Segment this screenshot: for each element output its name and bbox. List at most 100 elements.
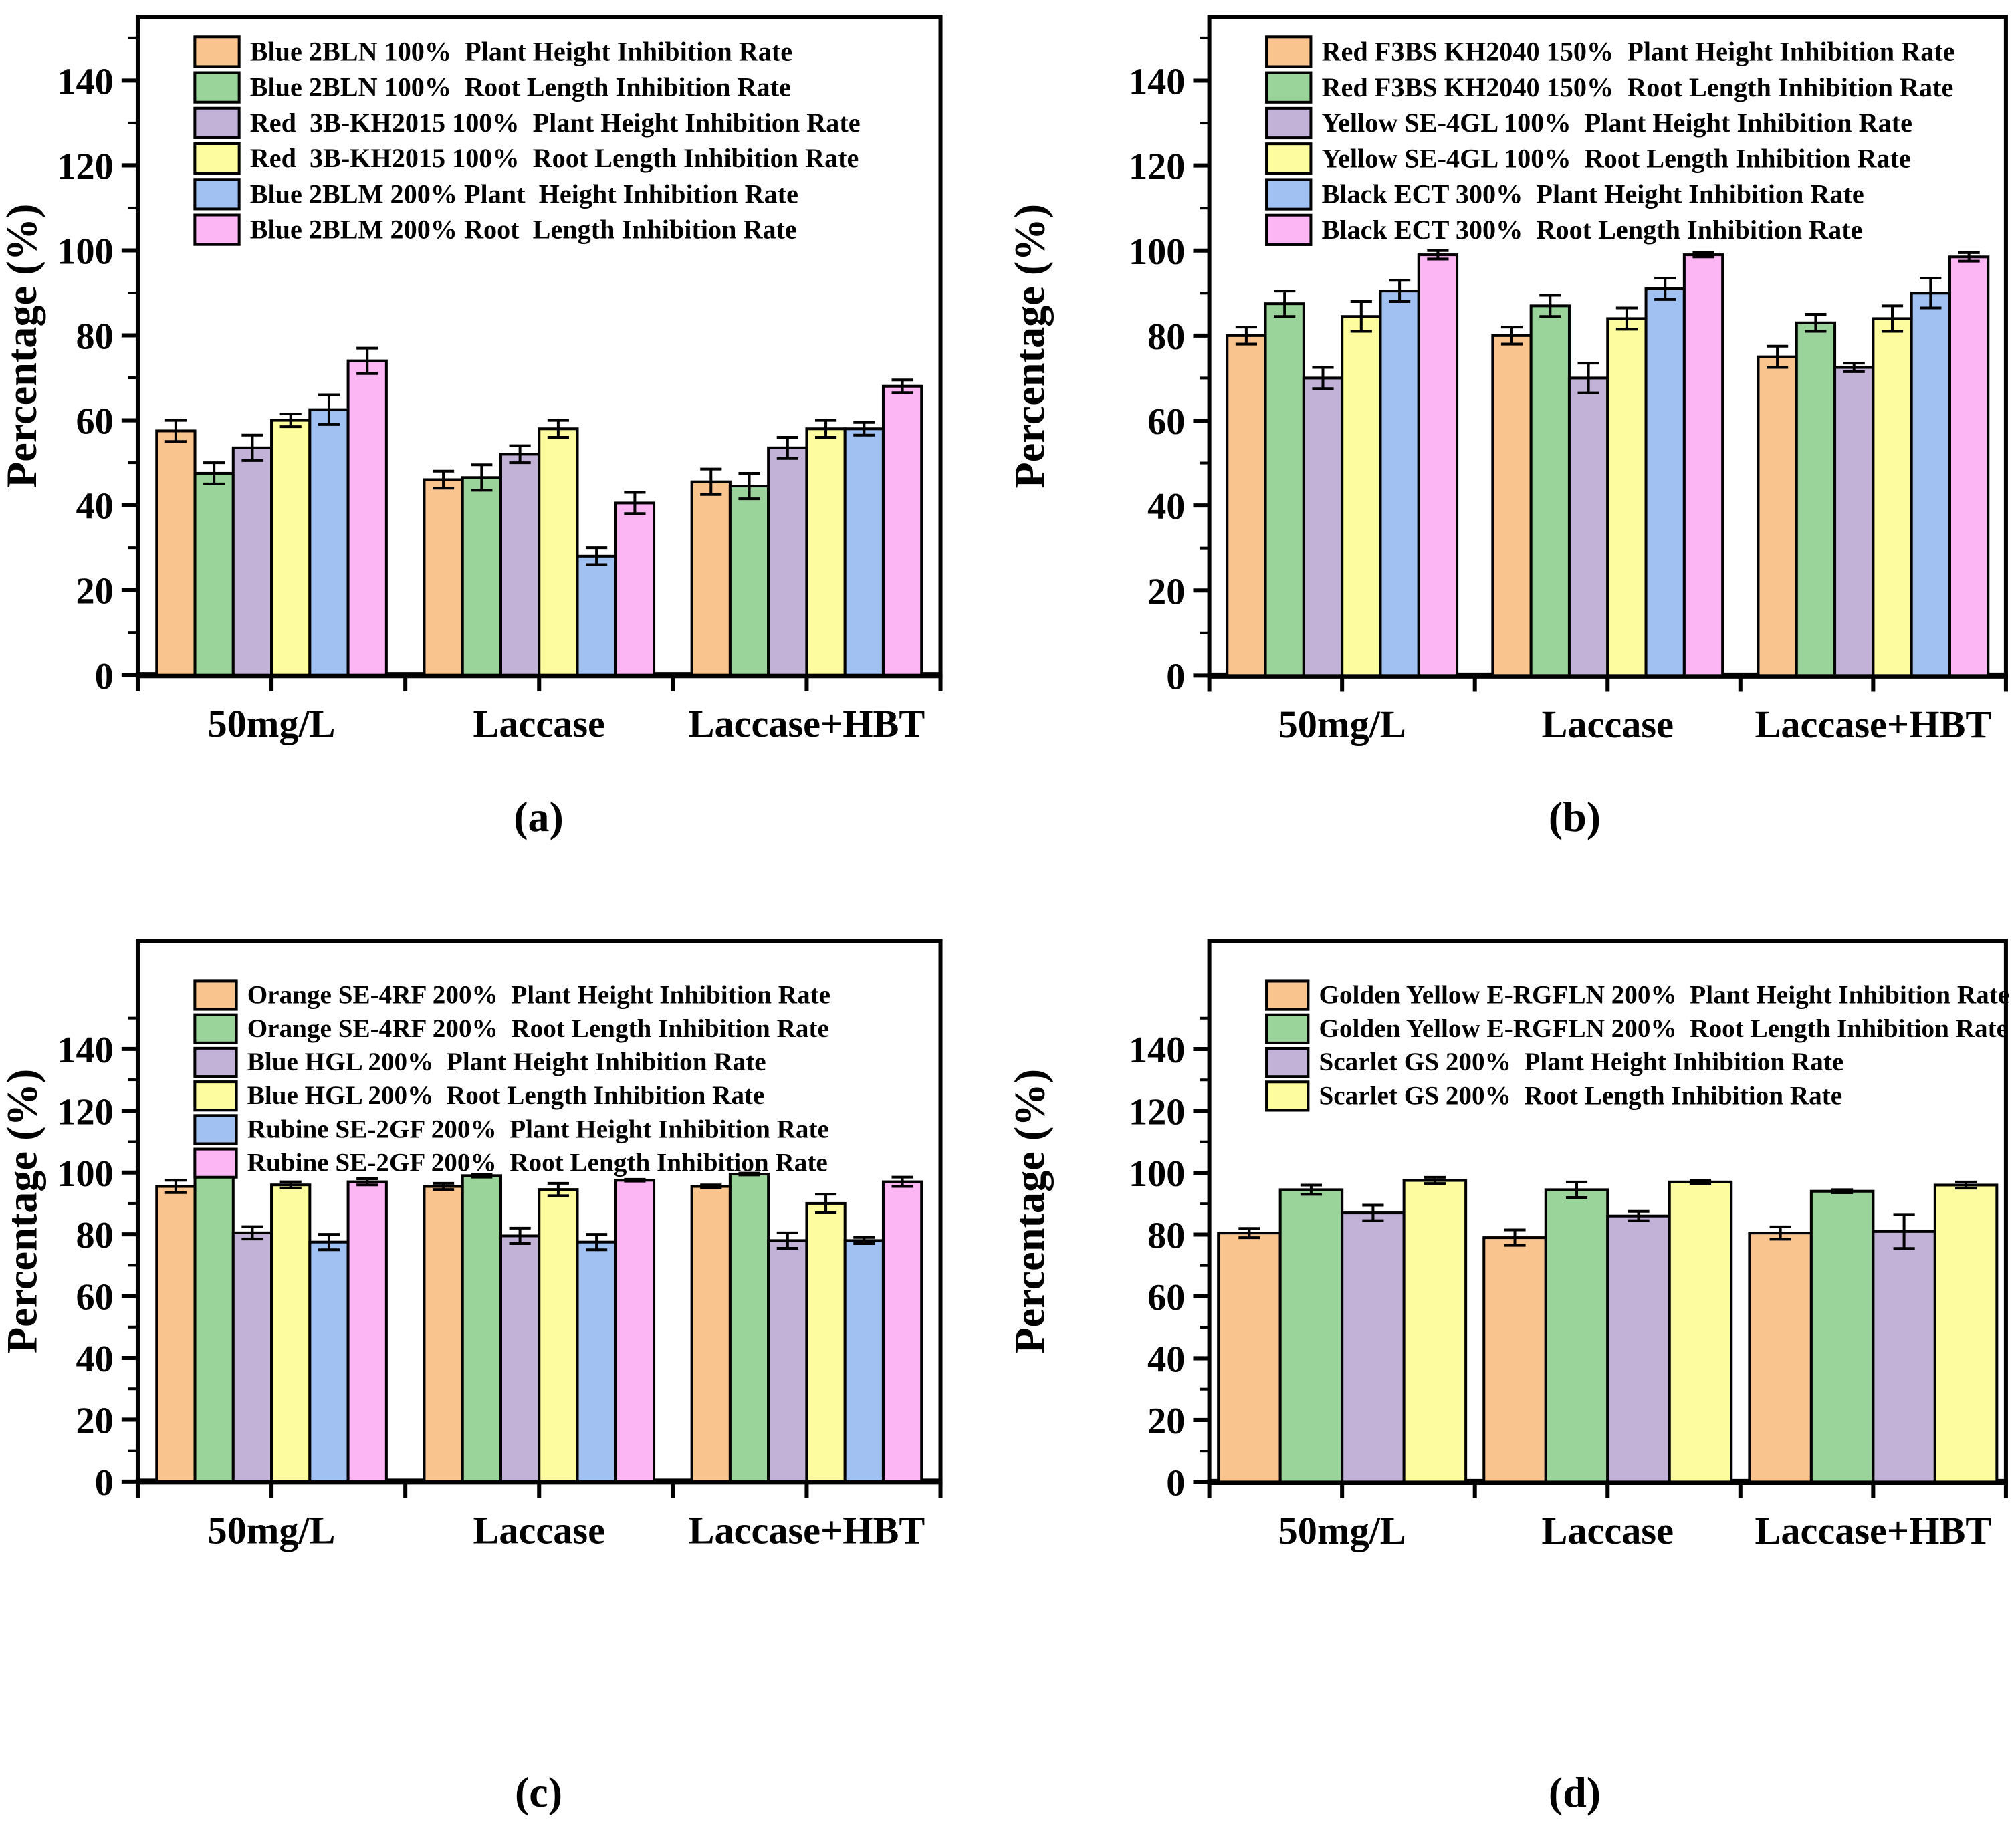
y-tick-label: 120 bbox=[1129, 146, 1185, 188]
bar bbox=[1872, 317, 1913, 677]
panel-a-chart: 0 20 40 60 80 100 120 140 50mg/L Laccase Laccase+H… bbox=[0, 15, 943, 745]
legend-swatch bbox=[1265, 35, 1313, 68]
y-tick-label: 120 bbox=[1129, 1092, 1185, 1133]
x-category-label: 50mg/L bbox=[208, 1508, 336, 1552]
legend-label: Yellow SE-4GL 100% Root Length Inhibitio… bbox=[1321, 143, 1910, 173]
bar bbox=[1482, 1236, 1547, 1484]
y-tick-label: 60 bbox=[76, 401, 114, 443]
legend-swatch bbox=[193, 213, 241, 246]
bar bbox=[614, 1179, 656, 1483]
legend-swatch bbox=[193, 142, 241, 175]
x-category-label: Laccase+HBT bbox=[1755, 1509, 1991, 1552]
x-category-label: 50mg/L bbox=[208, 702, 336, 745]
x-category-label: Laccase bbox=[1542, 703, 1674, 746]
legend-swatch bbox=[193, 1080, 238, 1112]
y-tick-label: 140 bbox=[57, 61, 113, 102]
panel-a: 0 20 40 60 80 100 120 140 50mg/L Laccase Laccase+H… bbox=[0, 0, 1008, 924]
bar bbox=[423, 1185, 464, 1483]
bar bbox=[231, 446, 273, 677]
legend-label: Blue HGL 200% Plant Height Inhibition Ra… bbox=[247, 1048, 766, 1076]
bar bbox=[1302, 376, 1344, 677]
bar bbox=[538, 427, 579, 677]
y-tick-label: 20 bbox=[1147, 1401, 1185, 1442]
y-tick-label: 20 bbox=[1147, 571, 1185, 612]
bar bbox=[576, 1240, 617, 1483]
bar bbox=[1544, 1188, 1609, 1484]
y-axis-title: Percentage (%) bbox=[1008, 1069, 1053, 1354]
y-tick-label: 80 bbox=[76, 316, 114, 358]
legend-swatch bbox=[193, 1013, 238, 1044]
bar bbox=[1567, 376, 1609, 677]
bar bbox=[1606, 317, 1648, 677]
legend-label: Black ECT 300% Root Length Inhibition Ra… bbox=[1321, 215, 1862, 245]
legend-label: Orange SE-4RF 200% Plant Height Inhibiti… bbox=[247, 981, 830, 1010]
bar bbox=[231, 1231, 273, 1483]
y-tick-label: 140 bbox=[1129, 62, 1185, 103]
y-tick-label: 20 bbox=[76, 1401, 114, 1442]
legend-swatch bbox=[193, 1147, 238, 1179]
legend-swatch bbox=[1265, 71, 1313, 104]
bar bbox=[1278, 1188, 1344, 1484]
y-tick-label: 100 bbox=[1129, 231, 1185, 273]
bar bbox=[1606, 1214, 1671, 1484]
bar bbox=[843, 427, 885, 677]
legend-swatch bbox=[1265, 1013, 1310, 1044]
legend-swatch bbox=[1265, 979, 1310, 1011]
legend-label: Golden Yellow E-RGFLN 200% Plant Height … bbox=[1319, 981, 2009, 1010]
bar bbox=[843, 1239, 885, 1483]
x-category-label: Laccase+HBT bbox=[1755, 703, 1991, 746]
panel-d-chart: 0 20 40 60 80 100 120 140 50mg/L Laccase Laccase+H… bbox=[1008, 939, 2009, 1552]
bar bbox=[767, 1239, 808, 1483]
bar bbox=[614, 501, 656, 677]
legend-swatch bbox=[1265, 213, 1313, 246]
bar bbox=[881, 1180, 923, 1483]
legend-label: Blue 2BLN 100% Plant Height Inhibition R… bbox=[250, 36, 792, 66]
bar bbox=[1948, 255, 1990, 677]
y-axis-title: Percentage (%) bbox=[0, 204, 45, 488]
bar bbox=[1682, 253, 1724, 677]
y-tick-label: 60 bbox=[1147, 401, 1185, 443]
bar bbox=[1809, 1189, 1875, 1484]
legend-swatch bbox=[193, 1046, 238, 1078]
bar bbox=[1910, 292, 1951, 677]
bar bbox=[1833, 366, 1875, 677]
panel-b: 0 20 40 60 80 100 120 140 50mg/L Laccase Laccase+H… bbox=[1008, 0, 2016, 924]
bar bbox=[728, 485, 770, 677]
y-tick-label: 0 bbox=[95, 656, 114, 697]
bar bbox=[1668, 1180, 1733, 1484]
bar bbox=[881, 384, 923, 677]
legend-label: Red 3B-KH2015 100% Root Length Inhibitio… bbox=[250, 143, 859, 173]
legend-label: Black ECT 300% Plant Height Inhibition R… bbox=[1321, 179, 1864, 209]
bar bbox=[1748, 1232, 1813, 1484]
panel-c-chart: 0 20 40 60 80 100 120 140 50mg/L Laccase Laccase+H… bbox=[0, 939, 943, 1552]
legend-swatch bbox=[193, 979, 238, 1011]
bar bbox=[1491, 334, 1533, 677]
bar bbox=[805, 427, 847, 677]
x-category-label: Laccase+HBT bbox=[689, 1508, 925, 1552]
legend-label: Scarlet GS 200% Plant Height Inhibition … bbox=[1319, 1048, 1843, 1076]
legend-swatch bbox=[193, 1114, 238, 1145]
bar bbox=[1226, 334, 1267, 677]
panel-a-label: (a) bbox=[514, 793, 564, 840]
legend-swatch bbox=[193, 178, 241, 211]
bar bbox=[1341, 315, 1382, 677]
y-tick-label: 120 bbox=[57, 1091, 113, 1133]
bar bbox=[193, 1173, 235, 1483]
legend-label: Rubine SE-2GF 200% Plant Height Inhibiti… bbox=[247, 1115, 829, 1143]
bar bbox=[423, 478, 464, 677]
bar bbox=[1757, 355, 1798, 677]
legend-swatch bbox=[1265, 106, 1313, 140]
panel-c: 0 20 40 60 80 100 120 140 50mg/L Laccase Laccase+H… bbox=[0, 924, 1008, 1848]
legend-swatch bbox=[1265, 142, 1313, 175]
y-axis-title: Percentage (%) bbox=[1008, 204, 1053, 489]
x-category-label: 50mg/L bbox=[1278, 1509, 1406, 1552]
legend-swatch bbox=[1265, 1080, 1310, 1112]
legend-label: Blue 2BLM 200% Plant Height Inhibition R… bbox=[250, 179, 798, 209]
bar bbox=[270, 419, 312, 677]
bar bbox=[1795, 321, 1837, 677]
x-category-label: 50mg/L bbox=[1278, 703, 1406, 746]
bar bbox=[499, 1234, 541, 1483]
y-tick-label: 0 bbox=[1166, 656, 1185, 697]
bar bbox=[346, 1180, 388, 1483]
